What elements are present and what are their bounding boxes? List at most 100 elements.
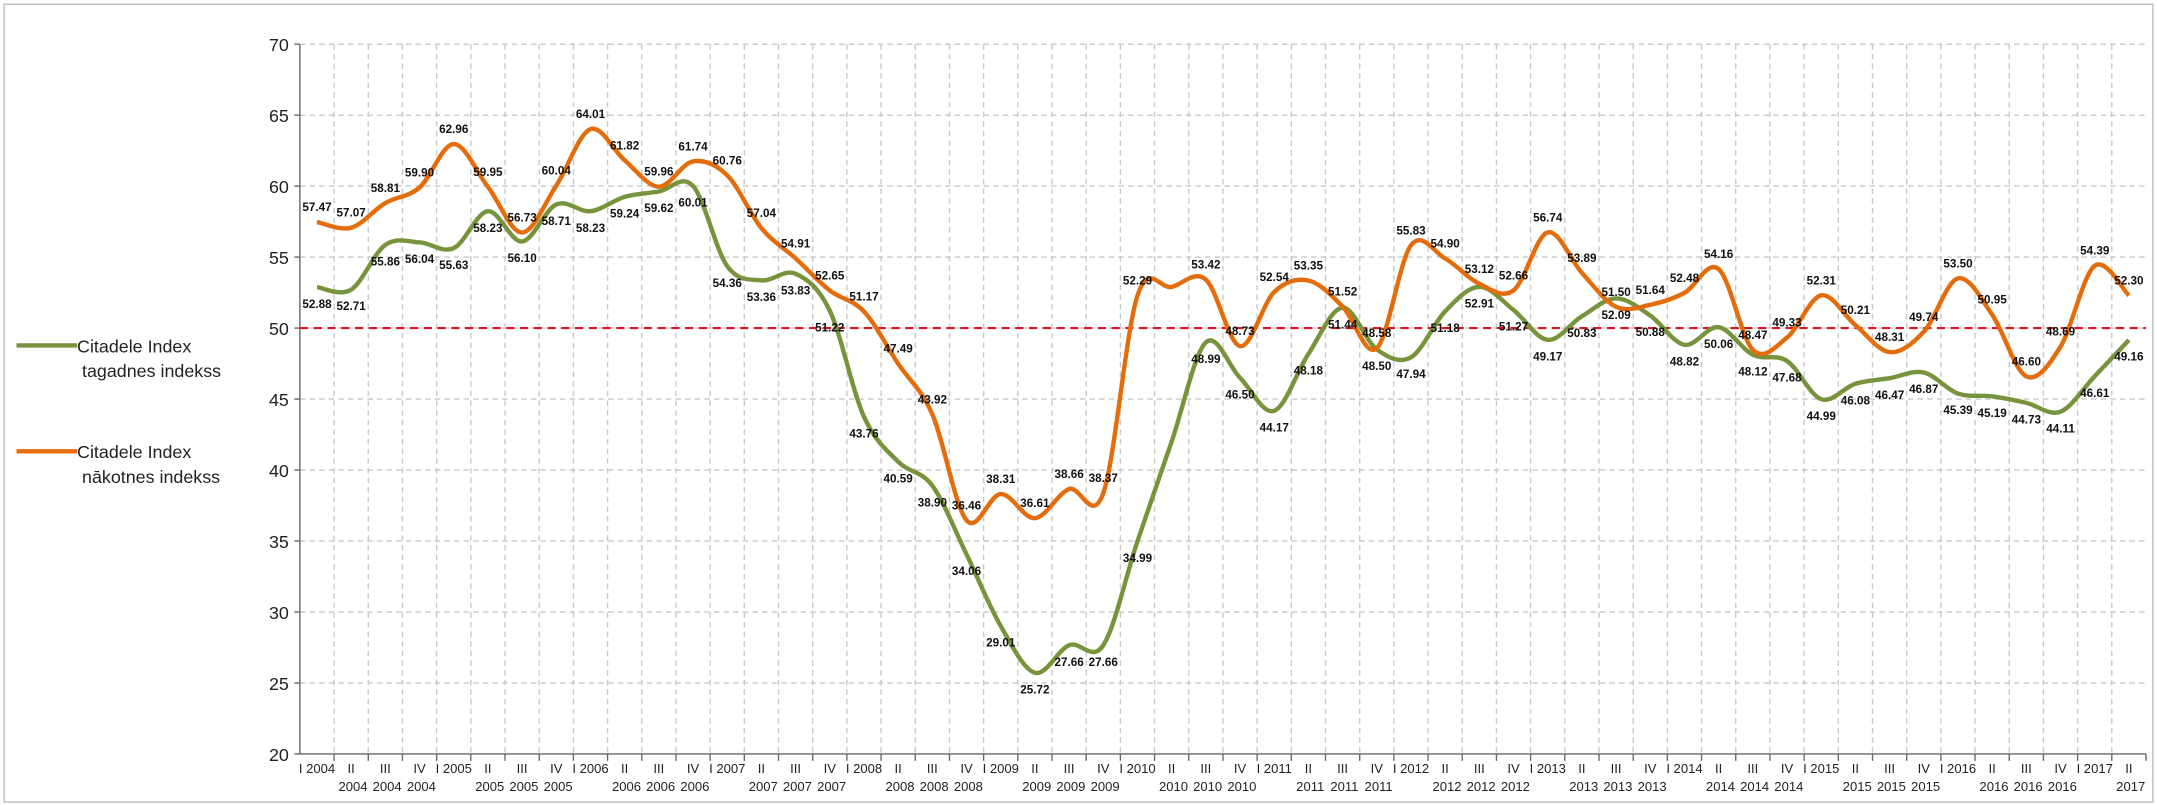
x-tick-label: I 2011 [1257, 761, 1292, 776]
x-tick-label: II 2014 [1702, 761, 1735, 794]
data-label: 48.50 [1362, 360, 1392, 373]
x-tick-label: IV 2012 [1497, 761, 1530, 794]
x-tick-label: IV 2013 [1634, 761, 1667, 794]
data-label: 43.92 [918, 393, 948, 406]
x-tick-label: III 2009 [1053, 761, 1086, 794]
data-label: 34.06 [952, 565, 982, 578]
data-label: 56.73 [507, 212, 537, 225]
data-label: 48.12 [1738, 365, 1768, 378]
data-label: 58.71 [542, 215, 572, 228]
data-label: 36.46 [952, 499, 982, 512]
data-label: 38.90 [918, 496, 948, 509]
x-tick-label: I 2009 [983, 761, 1019, 776]
data-label: 48.99 [1191, 353, 1221, 366]
x-tick-label: I 2008 [846, 761, 882, 776]
data-label: 44.11 [2046, 422, 2075, 435]
data-label: 52.54 [1260, 271, 1290, 284]
x-tick-label: I 2010 [1119, 761, 1155, 776]
y-tick-label: 20 [269, 745, 289, 765]
data-label: 48.82 [1670, 355, 1700, 368]
data-label: 50.95 [1978, 294, 2008, 307]
data-label: 40.59 [884, 472, 914, 485]
legend-label: Citadele Index tagadnes indekss [77, 336, 221, 381]
data-label: 49.17 [1533, 350, 1562, 363]
x-tick-label: III 2004 [369, 761, 402, 794]
data-label: 34.99 [1123, 552, 1153, 565]
data-label: 59.62 [644, 202, 674, 215]
data-label: 48.58 [1362, 327, 1392, 340]
data-label: 46.50 [1225, 388, 1255, 401]
data-label: 27.66 [1054, 656, 1084, 669]
data-label: 57.07 [337, 207, 366, 220]
x-tick-label: III 2011 [1327, 761, 1359, 794]
x-tick-label: II 2012 [1429, 761, 1462, 794]
data-label: 59.95 [473, 166, 503, 179]
data-label: 38.31 [986, 473, 1016, 486]
data-label: 44.73 [2012, 414, 2042, 427]
data-label: 54.39 [2080, 245, 2110, 258]
x-tick-label: I 2016 [1940, 761, 1976, 776]
data-label: 53.89 [1567, 252, 1597, 265]
data-label: 62.96 [439, 123, 469, 136]
x-tick-label: IV 2004 [403, 761, 436, 794]
data-label: 57.04 [747, 207, 777, 220]
x-tick-label: II 2017 [2113, 761, 2146, 794]
x-tick-label: IV 2005 [540, 761, 573, 794]
data-label: 36.61 [1020, 497, 1050, 510]
x-tick-label: IV 2007 [813, 761, 846, 794]
x-tick-label: III 2015 [1873, 761, 1906, 794]
data-label: 61.74 [678, 140, 708, 153]
x-tick-label: I 2015 [1803, 761, 1839, 776]
x-tick-label: IV 2008 [950, 761, 983, 794]
data-label: 61.82 [610, 139, 640, 152]
x-tick-label: II 2005 [472, 761, 505, 794]
series-line [316, 179, 2131, 675]
data-label: 58.23 [473, 222, 503, 235]
x-tick-label: II 2013 [1566, 761, 1599, 794]
data-label: 47.68 [1772, 372, 1802, 385]
data-label: 52.29 [1123, 275, 1153, 288]
x-tick-label: III 2012 [1463, 761, 1496, 794]
x-tick-label: II 2010 [1155, 761, 1188, 794]
data-label: 52.71 [337, 300, 367, 313]
data-label: 52.91 [1465, 297, 1495, 310]
chart-frame [3, 3, 2154, 803]
data-label: 52.30 [2114, 274, 2144, 287]
data-label: 51.27 [1499, 321, 1528, 334]
data-label: 60.04 [542, 165, 572, 178]
data-label: 55.86 [371, 256, 401, 269]
x-tick-label: II 2016 [1976, 761, 2009, 794]
x-tick-label: I 2013 [1530, 761, 1566, 776]
data-label: 51.50 [1601, 286, 1631, 299]
y-tick-label: 70 [269, 35, 289, 55]
data-label: 48.31 [1875, 331, 1905, 344]
data-label: 56.74 [1533, 211, 1563, 224]
data-label: 58.23 [576, 222, 606, 235]
data-label: 52.31 [1807, 274, 1837, 287]
y-tick-label: 30 [269, 603, 289, 623]
data-label: 55.63 [439, 259, 469, 272]
data-label: 46.08 [1841, 394, 1871, 407]
data-label: 48.47 [1738, 329, 1767, 342]
data-label: 51.22 [815, 321, 845, 334]
data-label: 44.17 [1260, 421, 1289, 434]
data-label: 60.01 [678, 197, 708, 210]
data-label: 51.17 [849, 290, 878, 303]
data-label: 45.19 [1978, 407, 2008, 420]
y-tick-label: 65 [269, 106, 289, 126]
data-label: 49.74 [1909, 311, 1939, 324]
data-label: 50.21 [1841, 304, 1871, 317]
x-tick-label: III 2005 [506, 761, 539, 794]
data-label: 38.66 [1054, 468, 1084, 481]
data-label: 47.94 [1396, 368, 1426, 381]
data-label: 55.83 [1396, 224, 1426, 237]
data-label: 53.83 [781, 284, 811, 297]
data-label: 48.69 [2046, 326, 2076, 339]
data-label: 43.76 [849, 427, 879, 440]
data-label: 52.66 [1499, 269, 1529, 282]
x-tick-label: I 2017 [2077, 761, 2113, 776]
data-label: 51.44 [1328, 318, 1358, 331]
data-label: 56.04 [405, 253, 435, 266]
x-tick-label: I 2004 [299, 761, 335, 776]
